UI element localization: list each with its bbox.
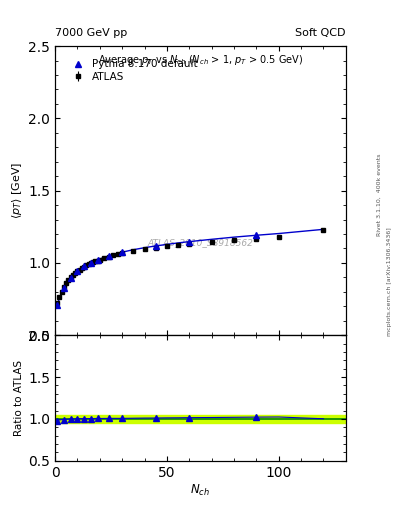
Pythia 8.170 default bbox=[62, 285, 66, 291]
Pythia 8.170 default bbox=[254, 232, 259, 238]
X-axis label: $N_{ch}$: $N_{ch}$ bbox=[191, 482, 210, 498]
Pythia 8.170 default bbox=[82, 263, 86, 269]
Text: Average $p_T$ vs $N_{ch}$ ($N_{ch}$ > 1, $p_T$ > 0.5 GeV): Average $p_T$ vs $N_{ch}$ ($N_{ch}$ > 1,… bbox=[98, 53, 303, 67]
Pythia 8.170 default bbox=[88, 260, 93, 266]
Pythia 8.170 default bbox=[107, 253, 111, 259]
Text: ATLAS_2010_S8918562: ATLAS_2010_S8918562 bbox=[147, 238, 253, 247]
Bar bbox=[55, 415, 346, 423]
Pythia 8.170 default bbox=[55, 302, 60, 308]
Pythia 8.170 default bbox=[187, 239, 192, 245]
Pythia 8.170 default bbox=[120, 249, 125, 255]
Text: 7000 GeV pp: 7000 GeV pp bbox=[55, 28, 127, 38]
Pythia 8.170 default bbox=[153, 243, 158, 249]
Legend: Pythia 8.170 default, ATLAS: Pythia 8.170 default, ATLAS bbox=[66, 57, 200, 84]
Text: Rivet 3.1.10,  400k events: Rivet 3.1.10, 400k events bbox=[377, 153, 382, 236]
Line: Pythia 8.170 default: Pythia 8.170 default bbox=[54, 232, 259, 308]
Pythia 8.170 default bbox=[68, 274, 73, 281]
Text: mcplots.cern.ch [arXiv:1306.3436]: mcplots.cern.ch [arXiv:1306.3436] bbox=[387, 227, 391, 336]
Y-axis label: $\langle p_T \rangle$ [GeV]: $\langle p_T \rangle$ [GeV] bbox=[10, 162, 24, 219]
Pythia 8.170 default bbox=[75, 268, 80, 274]
Pythia 8.170 default bbox=[95, 257, 100, 263]
Text: Soft QCD: Soft QCD bbox=[296, 28, 346, 38]
Y-axis label: Ratio to ATLAS: Ratio to ATLAS bbox=[14, 360, 24, 436]
